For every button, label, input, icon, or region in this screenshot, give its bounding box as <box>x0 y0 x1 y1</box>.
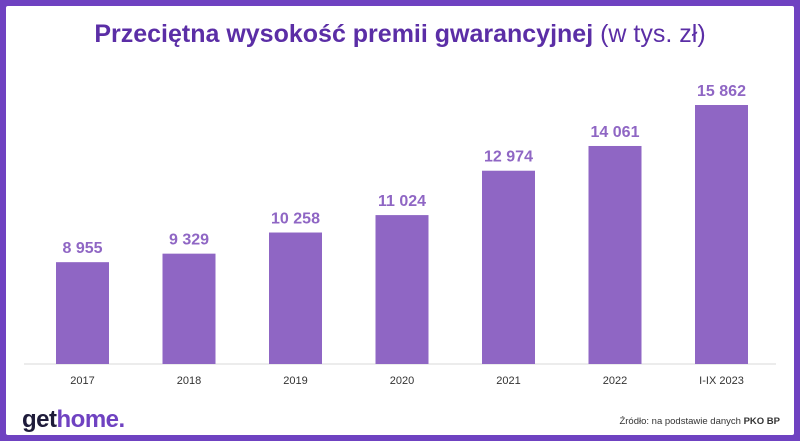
bar-2019 <box>269 232 322 364</box>
bar-2022 <box>588 145 642 364</box>
x-tick-label: 2018 <box>177 375 201 387</box>
gethome-logo: gethome. <box>22 406 125 434</box>
bar-2018 <box>162 253 216 364</box>
data-label: 11 024 <box>378 193 426 210</box>
bar-2021 <box>482 170 535 364</box>
bar-i-ix-2023 <box>695 105 748 364</box>
data-label: 8 955 <box>62 240 102 257</box>
source-note: Źródło: na podstawie danych PKO BP <box>619 416 780 427</box>
logo-home: home <box>56 406 120 433</box>
x-tick-label: 2022 <box>603 375 627 387</box>
data-label: 10 258 <box>271 211 320 228</box>
x-tick-label: 2021 <box>496 375 520 387</box>
bar-2017 <box>56 262 109 364</box>
data-label: 9 329 <box>169 232 209 249</box>
x-tick-label: 2017 <box>70 375 94 387</box>
data-label: 14 061 <box>591 124 640 141</box>
chart-title: Przeciętna wysokość premii gwarancyjnej … <box>6 20 794 49</box>
source-prefix: Źródło: na podstawie danych <box>619 416 741 427</box>
chart-frame: Przeciętna wysokość premii gwarancyjnej … <box>6 6 794 435</box>
x-tick-label: 2019 <box>283 375 307 387</box>
logo-get: get <box>22 406 57 433</box>
x-tick-label: 2020 <box>390 375 414 387</box>
chart-title-main: Przeciętna wysokość premii gwarancyjnej <box>94 20 594 48</box>
bar-2020 <box>375 215 429 364</box>
data-label: 15 862 <box>697 83 746 100</box>
logo-dot: . <box>118 406 126 433</box>
data-label: 12 974 <box>484 149 533 166</box>
x-tick-label: I-IX 2023 <box>699 375 744 387</box>
source-bold: PKO BP <box>743 416 780 427</box>
bar-chart: 8 955 2017 9 329 2018 10 258 2019 11 024 2020 12… <box>24 83 776 387</box>
chart-title-unit: (w tys. zł) <box>600 20 706 48</box>
